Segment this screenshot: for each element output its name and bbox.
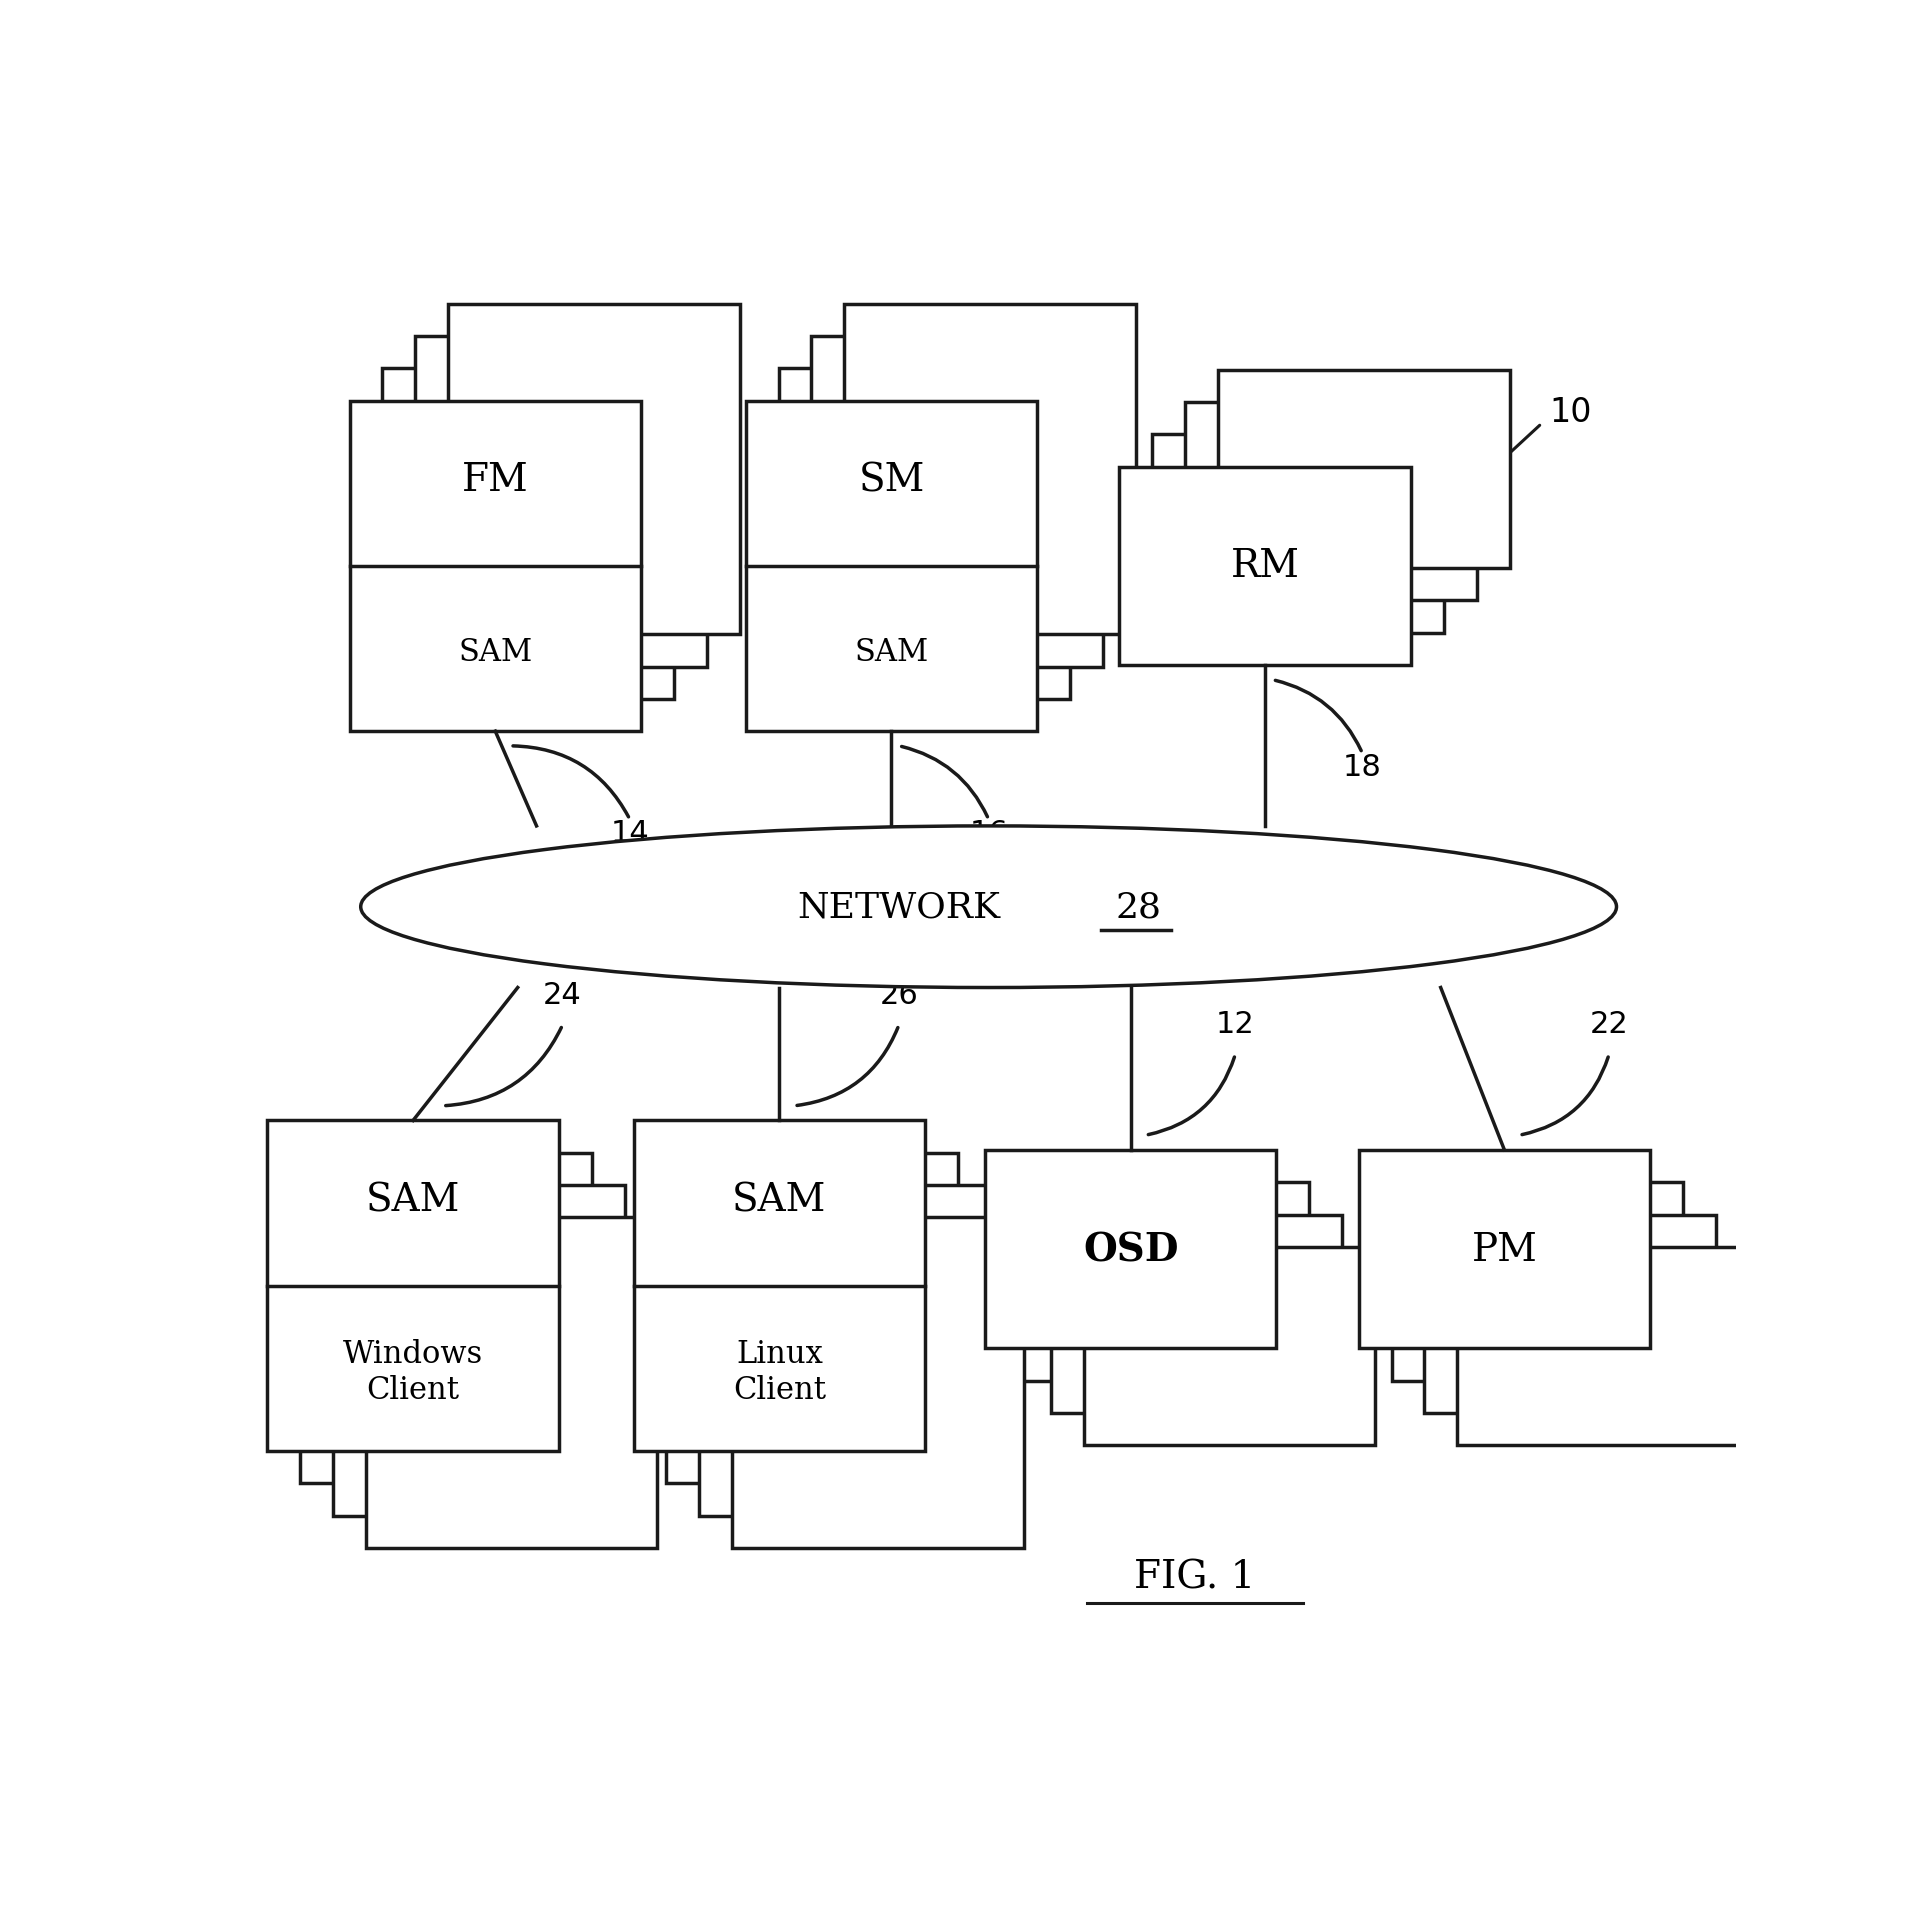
Bar	[633, 1121, 926, 1451]
Bar	[1019, 1182, 1310, 1381]
Text: 22: 22	[1589, 1011, 1628, 1039]
Bar	[700, 1186, 992, 1516]
Text: Windows
Client: Windows Client	[343, 1339, 482, 1405]
Text: RM: RM	[1231, 547, 1300, 585]
Text: SAM: SAM	[459, 637, 532, 667]
Text: Linux
Client: Linux Client	[733, 1339, 826, 1405]
Bar	[666, 1154, 959, 1484]
Bar	[1391, 1182, 1682, 1381]
Text: 18: 18	[1343, 753, 1381, 782]
Text: 16: 16	[968, 818, 1009, 849]
Text: 10: 10	[1549, 397, 1591, 429]
Bar	[349, 400, 640, 732]
Text: SAM: SAM	[733, 1182, 826, 1219]
Bar	[845, 305, 1136, 635]
Text: 24: 24	[544, 980, 583, 1009]
Text: PM: PM	[1472, 1230, 1537, 1268]
Bar	[1184, 402, 1478, 601]
Text: NETWORK: NETWORK	[797, 891, 1001, 925]
Bar	[1217, 370, 1510, 568]
Bar	[415, 338, 706, 667]
Text: 12: 12	[1215, 1011, 1254, 1039]
Bar	[1152, 435, 1443, 633]
Ellipse shape	[361, 826, 1617, 988]
Bar	[986, 1150, 1277, 1348]
Text: 26: 26	[880, 980, 918, 1009]
Text: SAM: SAM	[855, 637, 928, 667]
Bar	[367, 1219, 658, 1548]
Bar	[301, 1154, 592, 1484]
Bar	[733, 1219, 1024, 1548]
Bar	[812, 338, 1103, 667]
Text: OSD: OSD	[1082, 1230, 1179, 1268]
Text: 28: 28	[1115, 891, 1161, 925]
Text: SAM: SAM	[367, 1182, 461, 1219]
Text: 14: 14	[610, 818, 650, 849]
Bar	[1051, 1215, 1343, 1413]
Bar	[448, 305, 739, 635]
Bar	[779, 370, 1071, 700]
Text: FIG. 1: FIG. 1	[1134, 1558, 1256, 1596]
Bar	[1456, 1247, 1750, 1446]
Bar	[382, 370, 673, 700]
Bar	[747, 400, 1038, 732]
Bar	[1358, 1150, 1649, 1348]
Bar	[1424, 1215, 1717, 1413]
Bar	[334, 1186, 625, 1516]
Bar	[1084, 1247, 1375, 1446]
Text: SM: SM	[858, 461, 924, 500]
Bar	[268, 1121, 559, 1451]
Text: FM: FM	[461, 461, 529, 500]
Bar	[1119, 467, 1410, 666]
